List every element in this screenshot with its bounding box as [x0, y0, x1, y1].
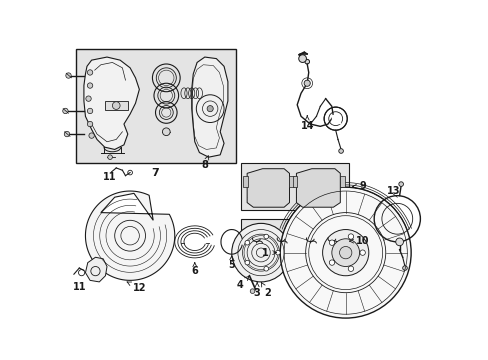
Circle shape — [304, 80, 310, 86]
Text: 11: 11 — [103, 172, 117, 182]
Circle shape — [87, 121, 93, 127]
Bar — [340, 176, 344, 187]
Circle shape — [264, 234, 268, 239]
Circle shape — [328, 240, 334, 246]
Polygon shape — [85, 191, 174, 280]
Polygon shape — [296, 169, 340, 207]
Text: 3: 3 — [253, 282, 260, 298]
Circle shape — [89, 133, 94, 138]
Circle shape — [347, 234, 353, 239]
Text: 11: 11 — [72, 282, 86, 292]
Circle shape — [264, 266, 268, 271]
Text: 1: 1 — [261, 248, 276, 258]
Circle shape — [250, 289, 254, 293]
Text: 5: 5 — [228, 256, 235, 270]
Circle shape — [87, 70, 93, 75]
Text: 4: 4 — [236, 276, 248, 290]
Text: 12: 12 — [127, 282, 146, 293]
Circle shape — [112, 102, 120, 109]
Text: 10: 10 — [349, 236, 368, 246]
Circle shape — [347, 266, 353, 271]
Circle shape — [280, 187, 410, 318]
Circle shape — [338, 149, 343, 153]
Circle shape — [64, 131, 69, 137]
Circle shape — [207, 105, 213, 112]
Bar — [76, 49, 235, 163]
Bar — [289, 176, 293, 187]
Text: 2: 2 — [261, 282, 270, 298]
Bar — [292, 176, 297, 187]
Text: 7: 7 — [151, 167, 158, 177]
Polygon shape — [84, 57, 139, 149]
Text: 14: 14 — [300, 116, 313, 131]
Circle shape — [87, 83, 93, 88]
Polygon shape — [191, 57, 227, 157]
Polygon shape — [85, 257, 107, 282]
Text: 8: 8 — [201, 156, 208, 170]
Circle shape — [331, 239, 359, 266]
Bar — [104, 101, 127, 110]
Circle shape — [66, 73, 71, 78]
Text: 13: 13 — [386, 186, 399, 196]
Circle shape — [244, 260, 249, 265]
Circle shape — [395, 238, 403, 246]
Circle shape — [107, 155, 112, 159]
Circle shape — [322, 230, 368, 276]
Circle shape — [86, 96, 91, 101]
Circle shape — [305, 59, 309, 64]
Polygon shape — [331, 115, 339, 122]
Circle shape — [87, 108, 93, 114]
Circle shape — [398, 182, 403, 186]
Circle shape — [275, 250, 280, 255]
Bar — [243, 176, 247, 187]
Text: 6: 6 — [191, 263, 198, 276]
Text: 9: 9 — [352, 181, 366, 192]
Circle shape — [62, 108, 68, 114]
Circle shape — [231, 223, 290, 282]
Polygon shape — [246, 169, 289, 207]
Bar — [241, 163, 348, 210]
Circle shape — [244, 240, 249, 245]
Circle shape — [402, 266, 407, 270]
Circle shape — [359, 250, 365, 255]
Circle shape — [339, 247, 351, 259]
Circle shape — [328, 260, 334, 265]
Bar — [241, 219, 348, 264]
Circle shape — [162, 128, 170, 136]
Circle shape — [298, 55, 306, 62]
